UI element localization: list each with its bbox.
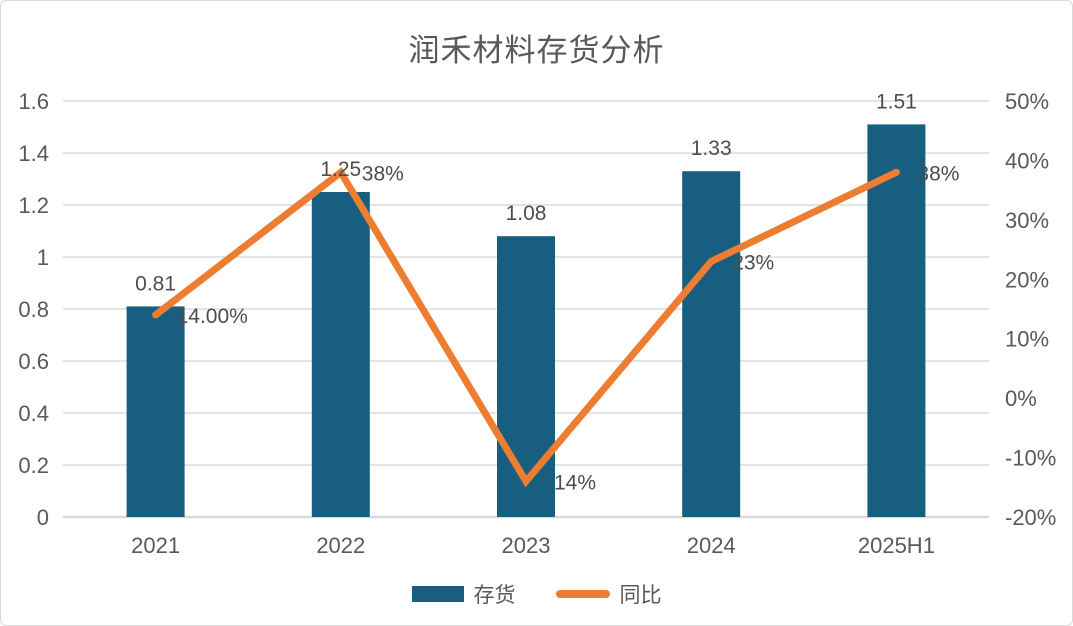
right-axis-tick-label: -20% [1005,505,1056,530]
left-axis-tick-label: 0 [37,505,49,530]
bar-value-label: 1.51 [876,90,917,113]
bar-value-label: 1.08 [506,202,547,225]
legend-label-yoy: 同比 [619,584,662,607]
yoy-value-label: 14.00% [177,305,248,328]
bar-value-label: 1.25 [320,158,361,181]
right-axis-tick-label: 10% [1005,327,1049,352]
right-axis-tick-label: 0% [1005,386,1037,411]
yoy-value-label: 38% [917,162,959,185]
inventory-bar[interactable] [867,124,926,518]
bar-value-label: 0.81 [135,272,176,295]
yoy-line[interactable] [152,167,900,488]
chart-legend: 存货 同比 [1,579,1072,609]
left-axis-tick-label: 0.4 [18,401,49,426]
left-axis-tick-label: 0.8 [18,297,49,322]
legend-label-inventory: 存货 [473,584,516,607]
x-axis-label: 2024 [687,533,736,558]
left-axis-tick-label: 1 [37,245,49,270]
yoy-value-label: 38% [362,162,404,185]
x-axis-label: 2022 [316,533,365,558]
right-axis-tick-label: 20% [1005,267,1049,292]
x-axis-label: 2023 [502,533,551,558]
bar-value-label: 1.33 [691,137,732,160]
left-axis-tick-label: 1.4 [18,141,49,166]
inventory-bar[interactable] [497,236,555,517]
yoy-value-label: 23% [732,251,774,274]
legend-item-yoy[interactable]: 同比 [555,579,662,609]
left-axis-tick-label: 0.2 [18,453,49,478]
bar-series-swatch-icon [411,586,464,602]
right-axis-tick-label: 50% [1005,89,1049,114]
inventory-bar[interactable] [311,192,370,517]
left-axis-tick-label: 1.2 [18,193,49,218]
chart-title: 润禾材料存货分析 [408,33,665,68]
right-axis-tick-label: -10% [1005,446,1056,471]
legend-item-inventory[interactable]: 存货 [411,579,516,609]
line-series-swatch-icon [555,590,610,598]
yoy-value-label: -14% [547,471,596,494]
right-axis-tick-label: 40% [1005,148,1049,173]
left-axis-tick-label: 1.6 [18,89,49,114]
inventory-bar[interactable] [682,171,741,517]
inventory-bar[interactable] [126,306,185,517]
x-axis-label: 2025H1 [858,533,935,558]
right-axis-tick-label: 30% [1005,208,1049,233]
left-axis-tick-label: 0.6 [18,349,49,374]
x-axis-label: 2021 [131,533,180,558]
